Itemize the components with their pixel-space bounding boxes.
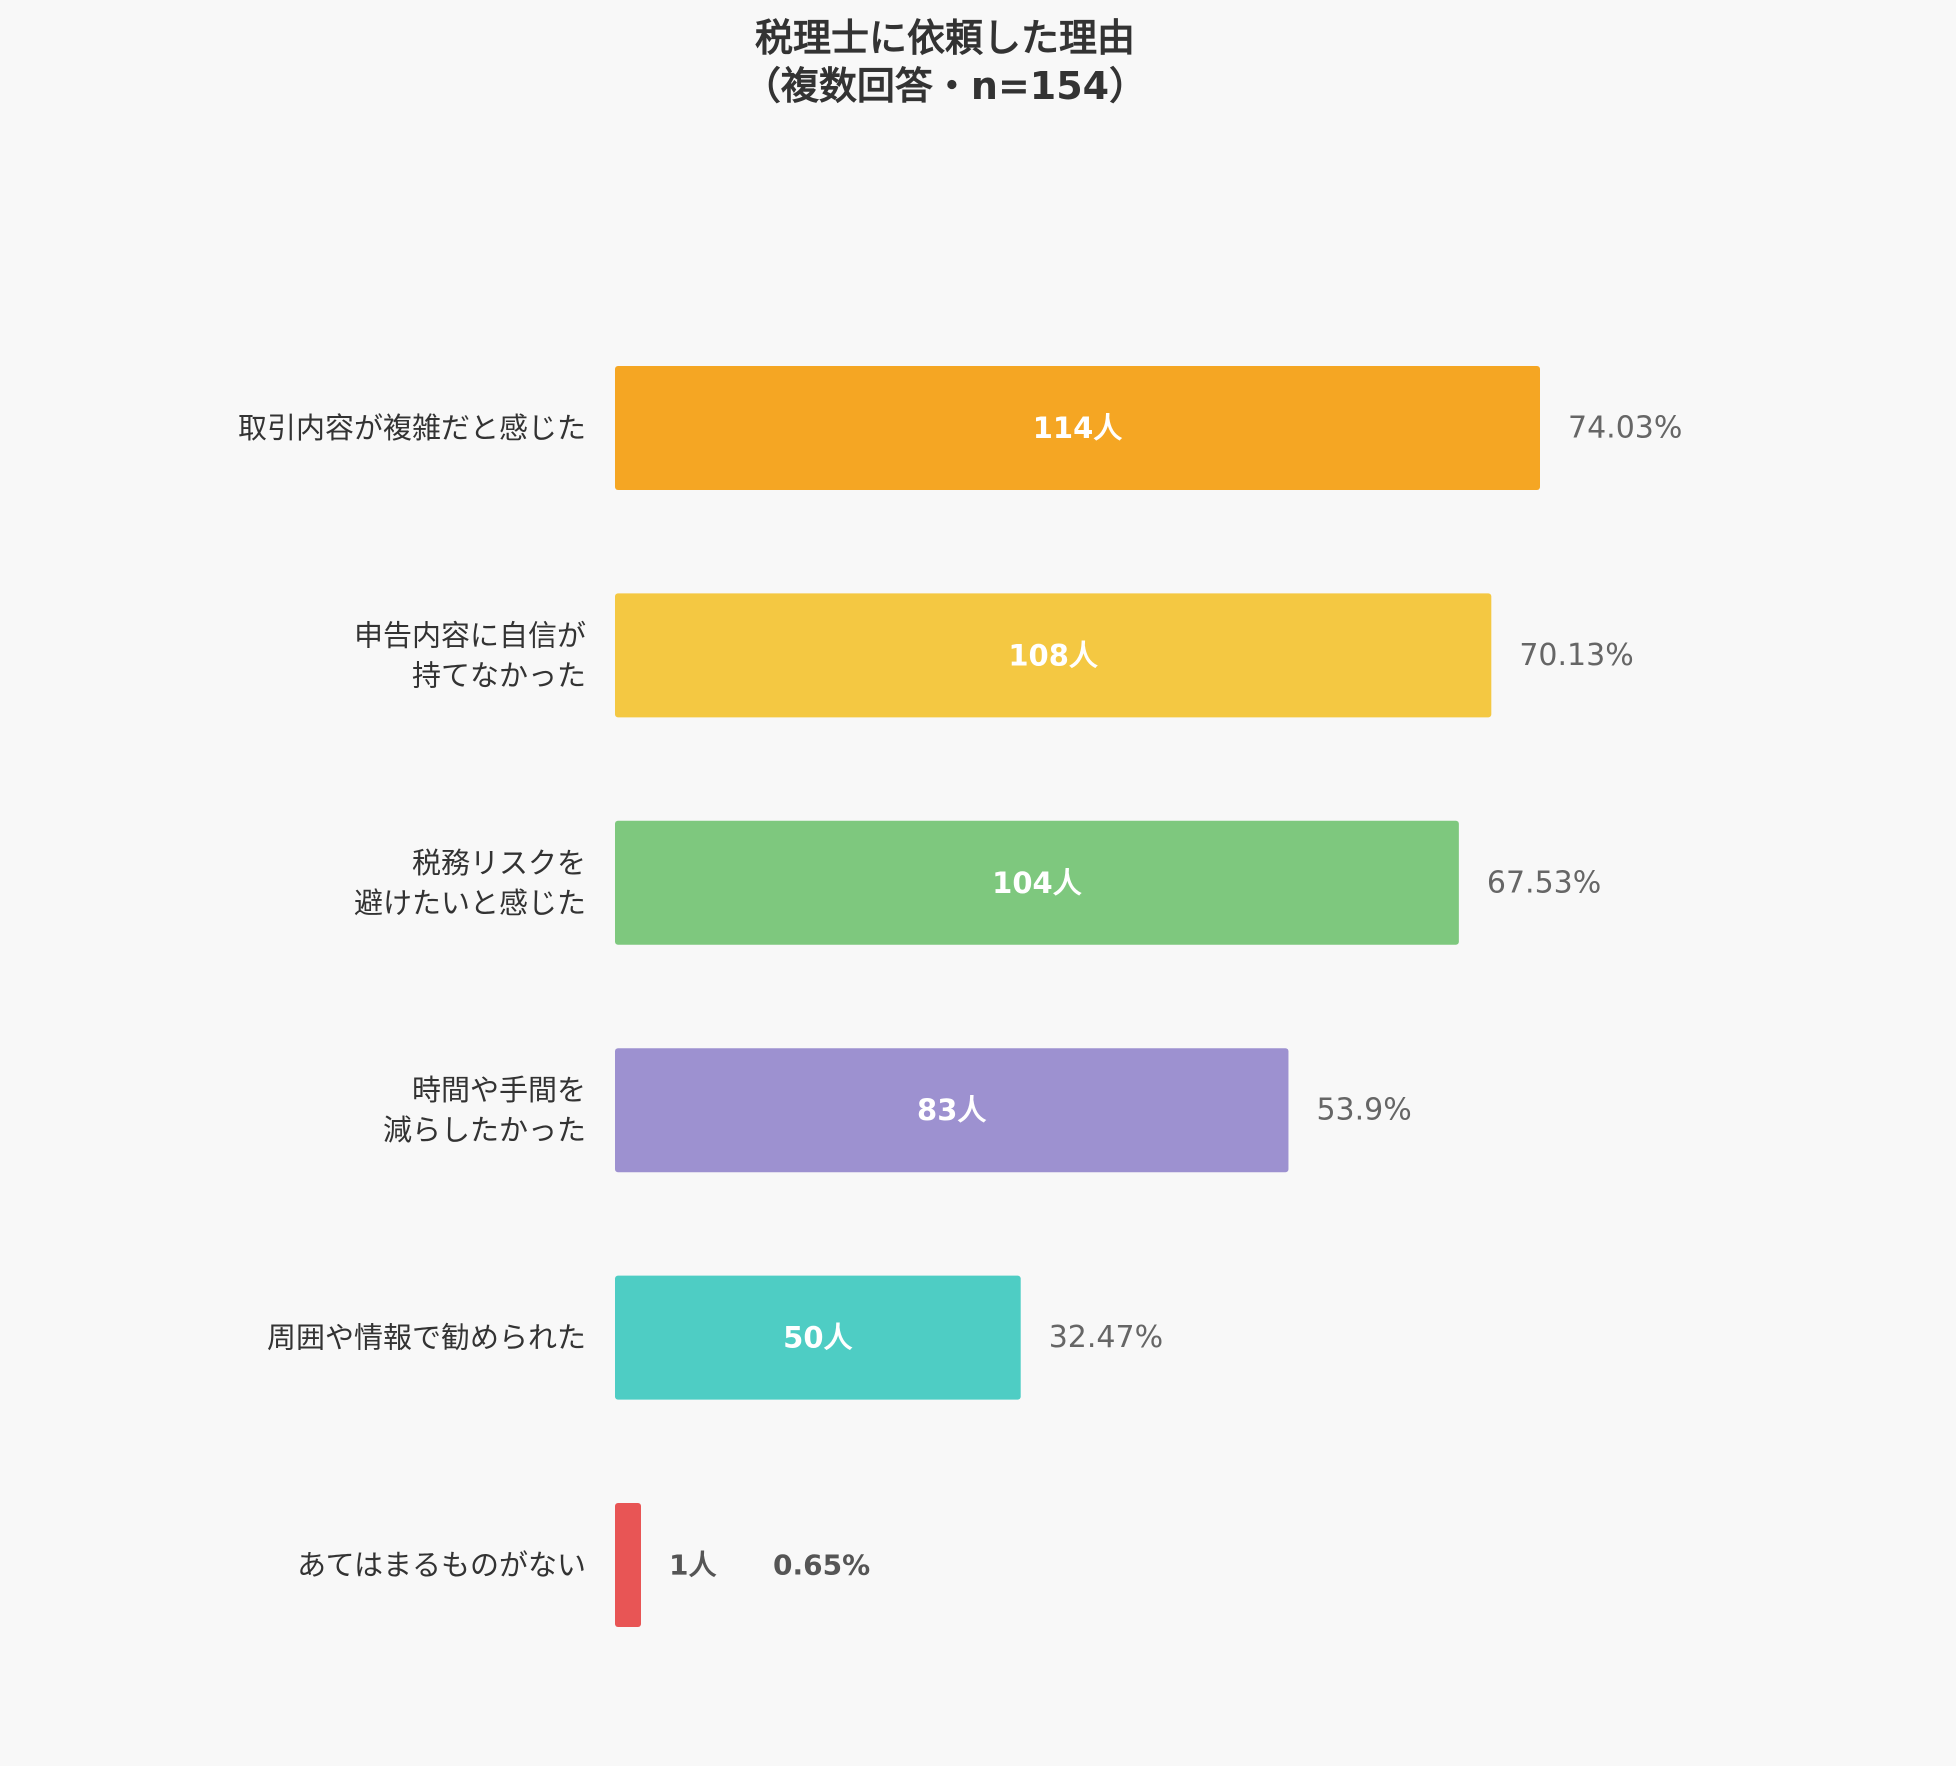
bar-6 (615, 1503, 641, 1627)
chart-title: 税理士に依頼した理由 （複数回答・n=154） (0, 14, 1890, 110)
bar-2 (615, 593, 1492, 718)
chart-title-line-1: 税理士に依頼した理由 (754, 16, 1135, 60)
count-label-5: 50人 (783, 1321, 852, 1355)
category-label-2-line-1: 申告内容に自信が (354, 618, 586, 652)
category-label-1: 取引内容が複雑だと感じた (238, 411, 586, 445)
percent-label-3: 67.53% (1487, 865, 1601, 900)
bar-4 (615, 1048, 1289, 1173)
category-label-4-line-1: 時間や手間を (412, 1073, 586, 1107)
bar-1 (615, 366, 1540, 490)
percent-label-4: 53.9% (1316, 1093, 1411, 1128)
category-label-2-line-2: 持てなかった (412, 658, 586, 692)
category-label-6: あてはまるものがない (297, 1548, 586, 1582)
percent-label-6: 0.65% (773, 1549, 870, 1582)
category-label-3-line-1: 税務リスクを (412, 846, 586, 880)
category-label-3-line-2: 避けたいと感じた (354, 886, 586, 920)
count-label-4: 83人 (917, 1093, 986, 1127)
count-label-1: 114人 (1033, 411, 1123, 445)
percent-label-5: 32.47% (1049, 1320, 1163, 1355)
percent-label-1: 74.03% (1568, 411, 1682, 446)
count-label-2: 108人 (1008, 638, 1098, 672)
count-label-6: 1人 (669, 1549, 716, 1582)
percent-label-2: 70.13% (1519, 638, 1633, 673)
category-label-5: 周囲や情報で勧められた (267, 1321, 586, 1355)
chart-title-line-2: （複数回答・n=154） (742, 64, 1148, 108)
category-label-4-line-2: 減らしたかった (383, 1113, 586, 1147)
bar-3 (615, 820, 1459, 945)
bar-5 (615, 1275, 1021, 1400)
count-label-3: 104人 (992, 866, 1082, 900)
